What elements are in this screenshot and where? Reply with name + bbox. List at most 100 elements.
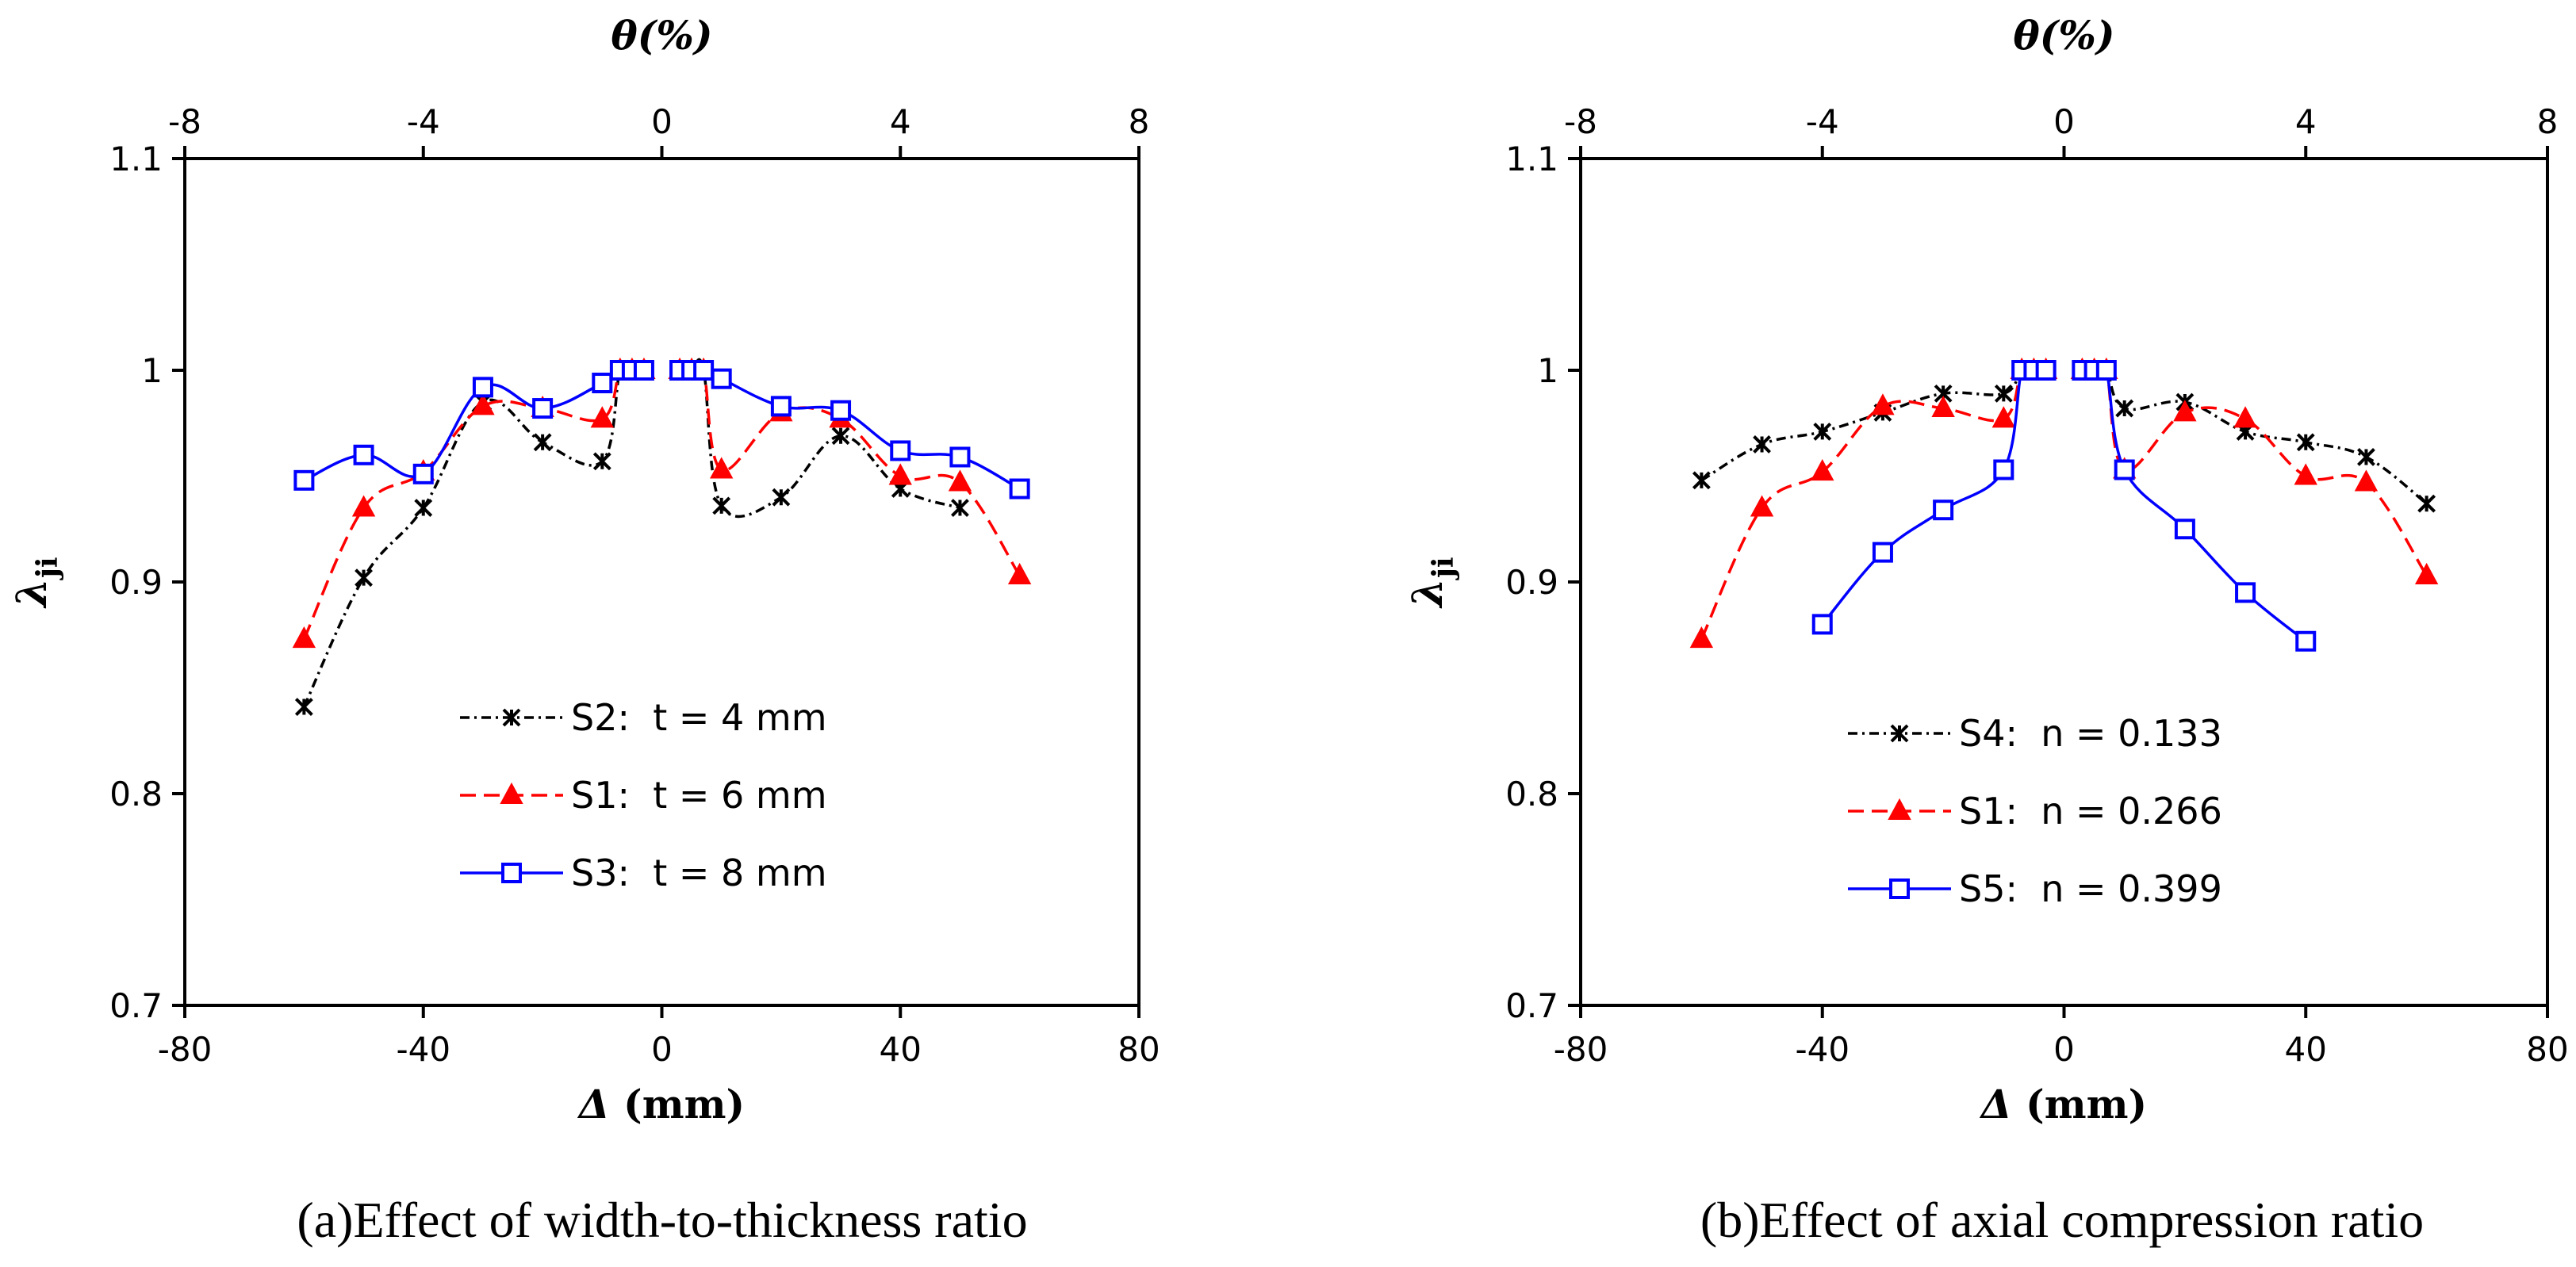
legend-marker bbox=[1888, 798, 1911, 820]
y-tick-label: 0.7 bbox=[109, 986, 163, 1025]
data-point bbox=[2174, 519, 2195, 540]
y-axis-title: λji bbox=[8, 557, 64, 608]
data-point bbox=[2114, 459, 2135, 480]
x2-tick-label: -4 bbox=[407, 102, 440, 141]
x-tick-label: 0 bbox=[2053, 1030, 2075, 1069]
data-point bbox=[2115, 399, 2134, 418]
data-point bbox=[355, 568, 373, 588]
x-axis-unit: (mm) bbox=[2012, 1081, 2148, 1127]
data-point bbox=[1993, 459, 2014, 480]
x-tick-label: 40 bbox=[2285, 1030, 2327, 1069]
data-point bbox=[293, 469, 315, 491]
data-point bbox=[1872, 542, 1893, 563]
data-point bbox=[949, 446, 971, 468]
data-point bbox=[890, 440, 911, 461]
data-point bbox=[2414, 562, 2439, 584]
data-point bbox=[1994, 384, 2013, 403]
data-point bbox=[712, 496, 731, 515]
series-1 bbox=[1692, 361, 2436, 513]
data-point bbox=[351, 495, 376, 517]
series-line bbox=[1700, 365, 2046, 640]
data-point bbox=[414, 499, 433, 517]
y-tick-label: 0.9 bbox=[109, 563, 163, 602]
legend-entry: S1: n = 0.266 bbox=[1848, 790, 2222, 833]
series-1 bbox=[294, 358, 969, 716]
series-2 bbox=[292, 357, 1032, 649]
y-tick-label: 1 bbox=[1537, 351, 1558, 390]
data-point bbox=[1813, 423, 1832, 441]
x2-tick-label: 8 bbox=[1129, 102, 1150, 141]
data-point bbox=[770, 396, 792, 417]
series-line bbox=[2082, 361, 2307, 643]
data-point bbox=[772, 488, 791, 507]
legend-marker bbox=[1890, 724, 1909, 743]
data-point bbox=[2357, 448, 2375, 466]
data-point bbox=[2417, 494, 2436, 513]
y-axis-var: λ bbox=[1404, 578, 1452, 608]
data-point bbox=[1871, 393, 1895, 415]
data-point bbox=[2095, 360, 2117, 381]
x-tick-label: 80 bbox=[2526, 1030, 2568, 1069]
data-point bbox=[592, 373, 613, 394]
x2-axis-title: θ(%) bbox=[611, 12, 712, 59]
legend-label: S2: t = 4 mm bbox=[571, 696, 827, 739]
panel-b: -80 -40 0 40 80-8 -4 0 4 80.70.80.911.1Δ (mm)θ(%… bbox=[1404, 12, 2569, 1248]
x-tick-label: 0 bbox=[651, 1030, 673, 1069]
data-point bbox=[633, 360, 654, 381]
data-point bbox=[471, 393, 495, 415]
data-point bbox=[472, 377, 493, 398]
legend-entry: S3: t = 8 mm bbox=[460, 852, 827, 894]
x-tick-label: -40 bbox=[396, 1030, 450, 1069]
legend-label: S1: n = 0.266 bbox=[1959, 790, 2222, 833]
series-line bbox=[302, 365, 644, 640]
series-3 bbox=[293, 360, 1030, 500]
data-point bbox=[831, 427, 850, 446]
data-point bbox=[1750, 495, 1774, 517]
x2-tick-label: 4 bbox=[890, 102, 911, 141]
series-2 bbox=[1689, 357, 2439, 649]
data-point bbox=[2295, 630, 2317, 652]
y-tick-label: 0.7 bbox=[1505, 986, 1558, 1025]
y-tick-label: 1.1 bbox=[1505, 140, 1558, 178]
data-point bbox=[2235, 582, 2256, 603]
legend-marker bbox=[502, 708, 521, 727]
legend-label: S4: n = 0.133 bbox=[1959, 712, 2222, 755]
panel-a: -80 -40 0 40 80-8 -4 0 4 80.70.80.911.1Δ (mm)θ(%… bbox=[8, 12, 1160, 1248]
x-axis-title: Δ (mm) bbox=[577, 1081, 745, 1127]
data-point bbox=[1811, 614, 1833, 635]
data-point bbox=[2296, 433, 2315, 452]
x2-tick-label: 4 bbox=[2295, 102, 2317, 141]
y-tick-label: 1.1 bbox=[109, 140, 163, 178]
x-tick-label: -40 bbox=[1795, 1030, 1850, 1069]
x2-tick-label: -4 bbox=[1806, 102, 1839, 141]
legend-entry: S2: t = 4 mm bbox=[460, 696, 827, 739]
data-point bbox=[294, 698, 313, 716]
data-point bbox=[888, 463, 912, 485]
y-tick-label: 0.8 bbox=[1505, 775, 1558, 813]
legend-marker bbox=[501, 863, 522, 883]
data-point bbox=[412, 463, 434, 484]
data-point bbox=[1931, 395, 1955, 418]
panel-caption: (a)Effect of width-to-thickness ratio bbox=[297, 1192, 1027, 1248]
series-line bbox=[2082, 366, 2428, 505]
x-tick-label: -80 bbox=[158, 1030, 213, 1069]
series-line bbox=[680, 361, 1022, 576]
legend-entry: S4: n = 0.133 bbox=[1848, 712, 2222, 755]
legend-marker bbox=[500, 782, 523, 804]
data-point bbox=[1933, 500, 1954, 521]
y-axis-var: λ bbox=[8, 578, 56, 608]
data-point bbox=[292, 626, 316, 649]
panel-caption: (b)Effect of axial compression ratio bbox=[1700, 1192, 2424, 1248]
x2-tick-label: 0 bbox=[2053, 102, 2075, 141]
data-point bbox=[1692, 471, 1711, 490]
data-point bbox=[830, 400, 852, 421]
x-axis-var: Δ bbox=[1979, 1081, 2012, 1127]
legend-entry: S5: n = 0.399 bbox=[1848, 867, 2222, 910]
y-axis-title: λji bbox=[1404, 557, 1460, 608]
y-axis-sub: ji bbox=[31, 557, 64, 580]
data-point bbox=[590, 406, 614, 428]
data-point bbox=[1689, 626, 1714, 649]
data-point bbox=[533, 433, 552, 452]
x-axis-unit: (mm) bbox=[610, 1081, 746, 1127]
